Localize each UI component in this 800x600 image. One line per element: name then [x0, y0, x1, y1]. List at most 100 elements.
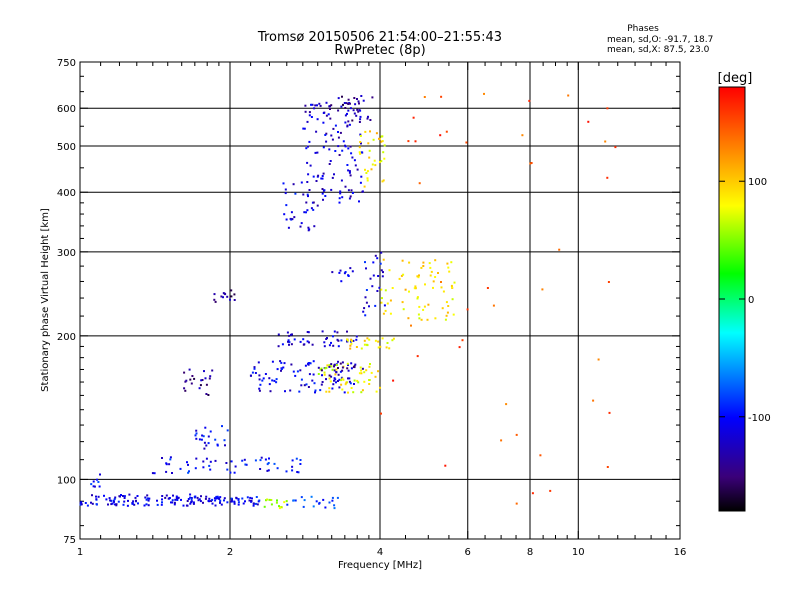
data-point [319, 368, 322, 371]
data-point [328, 365, 331, 368]
data-point [330, 188, 333, 191]
data-point [337, 360, 339, 363]
data-point [371, 285, 374, 288]
data-point [299, 369, 302, 372]
data-point [230, 289, 233, 292]
data-point [321, 188, 324, 190]
axis-ticks [79, 61, 681, 540]
data-point [187, 471, 190, 474]
data-point [244, 500, 246, 503]
data-point [307, 386, 310, 388]
data-point [168, 463, 171, 466]
data-point [278, 507, 281, 510]
data-point [305, 147, 308, 150]
data-point [220, 503, 223, 506]
data-point [331, 271, 334, 274]
data-point [341, 95, 343, 98]
data-point [338, 271, 341, 274]
data-point [218, 498, 221, 500]
data-point [447, 305, 450, 307]
data-point [378, 286, 381, 289]
data-point [348, 123, 351, 126]
data-point [347, 391, 349, 394]
data-point [225, 462, 228, 464]
data-point [430, 270, 433, 273]
data-point [441, 307, 444, 310]
data-point [329, 108, 331, 110]
colorbar-tick-label: 0 [748, 295, 754, 306]
data-point [347, 169, 350, 172]
data-point [322, 146, 325, 149]
data-point [440, 281, 442, 283]
data-point [215, 495, 218, 498]
data-point [230, 295, 233, 298]
data-point [84, 502, 87, 504]
data-point [286, 331, 289, 334]
data-point [323, 371, 326, 374]
data-point [220, 295, 223, 298]
data-point [319, 389, 322, 392]
data-point [284, 390, 286, 393]
data-point [347, 103, 350, 105]
data-point [91, 494, 93, 497]
data-point [213, 293, 216, 296]
data-point [328, 501, 331, 504]
data-point [339, 269, 342, 272]
data-point [360, 151, 363, 154]
data-point [401, 259, 404, 262]
data-point [413, 287, 416, 290]
data-point [398, 277, 401, 280]
data-point [291, 218, 294, 221]
data-point [216, 495, 219, 498]
y-tick-label: 400 [57, 188, 76, 199]
data-point [194, 495, 197, 498]
data-point [353, 383, 355, 385]
data-point [187, 498, 190, 500]
data-point [381, 337, 384, 340]
data-point [209, 468, 212, 471]
data-point [357, 381, 360, 384]
data-point [423, 96, 426, 98]
data-point [308, 373, 311, 376]
data-point [379, 386, 381, 389]
data-points [79, 92, 617, 510]
data-point [299, 225, 302, 228]
data-point [451, 286, 453, 289]
data-point [132, 500, 135, 503]
data-point [322, 121, 325, 124]
data-point [146, 494, 149, 497]
data-point [147, 499, 150, 502]
data-point [172, 494, 174, 497]
data-point [342, 140, 345, 143]
data-point [344, 145, 347, 148]
data-point [342, 103, 344, 106]
data-point [347, 147, 350, 150]
data-point [86, 504, 89, 507]
data-point [184, 389, 187, 392]
data-point [388, 269, 391, 272]
data-point [360, 175, 363, 178]
data-point [189, 493, 192, 496]
data-point [320, 383, 323, 386]
data-point [165, 462, 168, 465]
data-point [202, 435, 205, 438]
data-point [306, 209, 309, 212]
data-point [199, 500, 202, 503]
data-point [368, 305, 370, 308]
data-point [328, 105, 331, 108]
data-point [205, 383, 208, 386]
data-point [360, 95, 363, 97]
data-point [323, 341, 326, 344]
data-point [331, 387, 334, 390]
data-point [384, 309, 387, 312]
data-point [458, 346, 461, 349]
data-point [211, 369, 214, 372]
x-tick-label: 2 [227, 547, 233, 558]
data-point [434, 276, 437, 278]
data-point [328, 374, 331, 377]
data-point [205, 457, 208, 460]
data-point [604, 140, 607, 143]
data-point [418, 182, 421, 185]
data-point [337, 373, 340, 376]
data-point [331, 496, 334, 499]
